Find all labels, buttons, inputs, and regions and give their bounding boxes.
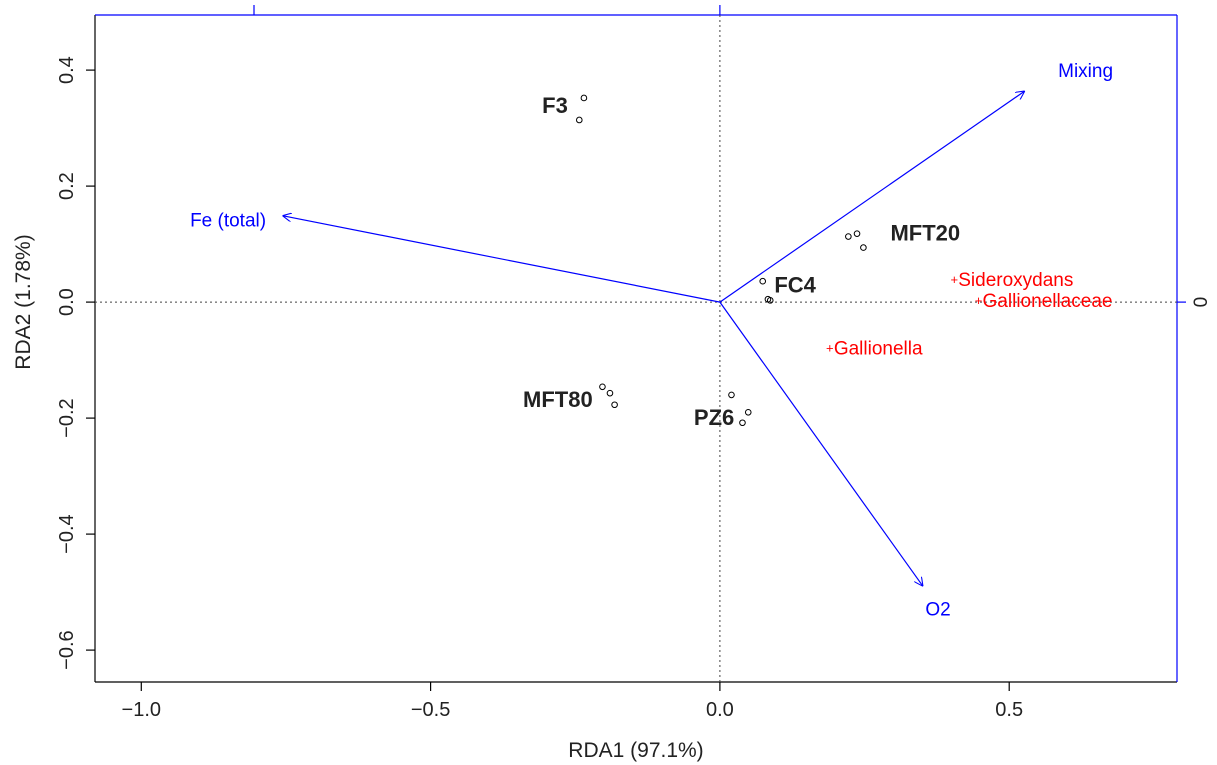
site-point [860,244,867,251]
y-axis-title: RDA2 (1.78%) [12,234,35,369]
x-tick-label: −1.0 [122,699,161,721]
site-label: FC4 [774,273,816,298]
species-marker: + [950,272,958,287]
y-tick-label: 0.2 [56,172,78,200]
site-point [728,391,735,399]
site-point [853,230,861,237]
y-tick-label: −0.6 [56,630,78,669]
biplot-arrow [719,301,923,586]
species-marker: + [975,293,983,308]
site-point [766,297,774,304]
x-tick-label: 0.0 [706,699,734,721]
site-point [611,401,618,409]
y-tick-label: −0.2 [56,398,78,437]
species-label: Gallionellaceae [983,291,1113,312]
x-tick-label: −0.5 [411,699,450,721]
biplot-arrow [719,91,1025,303]
y-tick-label: 0.0 [56,288,78,316]
y-tick-label: −0.4 [56,514,78,553]
site-point [606,389,614,397]
site-point [744,409,752,416]
site-label: MFT20 [890,221,960,246]
site-point [739,419,746,427]
species-label: Gallionella [834,339,923,360]
species-label: Sideroxydans [958,270,1073,291]
site-label: MFT80 [523,387,593,412]
site-label: PZ6 [694,405,734,430]
biplot-arrow-label: O2 [925,599,950,620]
x-tick-label: 0.5 [995,699,1023,721]
species-marker: + [826,341,834,356]
x-axis-title: RDA1 (97.1%) [568,739,703,762]
site-point [599,383,606,391]
site-point [845,233,852,240]
site-point [759,277,767,285]
site-point [580,94,588,102]
biplot-arrow-label: Fe (total) [190,211,266,232]
site-point [575,116,583,124]
y-tick-label: 0.4 [56,56,78,84]
biplot-arrow-label: Mixing [1058,61,1113,82]
right-axis-tick-label: 0 [1191,297,1212,308]
biplot-arrow [282,216,721,303]
site-label: F3 [542,93,568,118]
